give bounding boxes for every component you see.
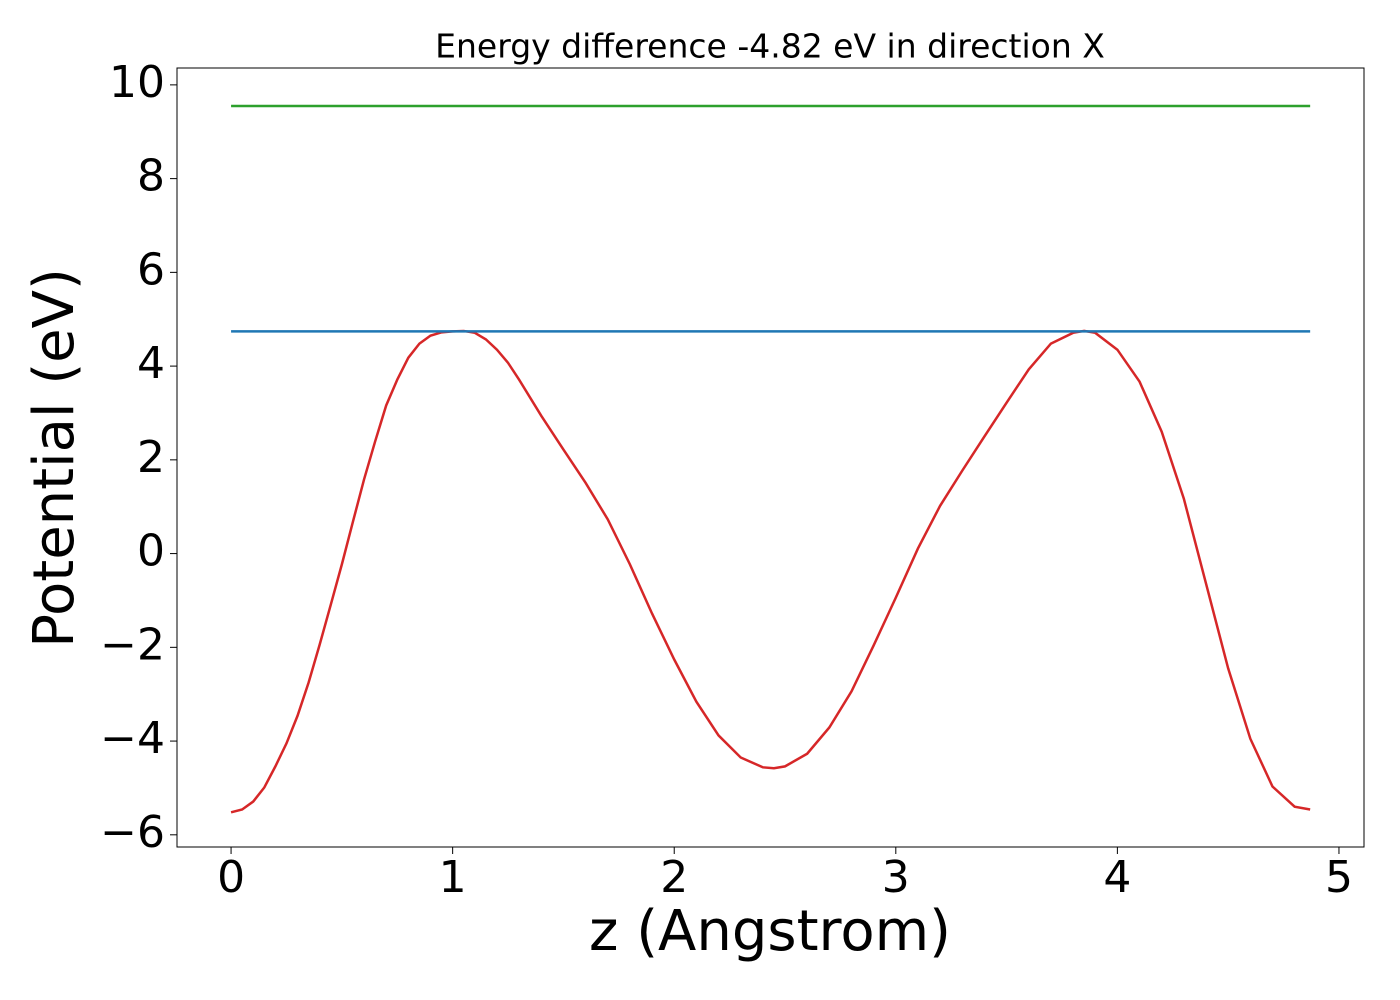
y-tick-label: 8	[137, 151, 165, 202]
y-tick-label: −4	[100, 713, 165, 764]
x-tick-label: 5	[1325, 852, 1353, 903]
y-tick-label: 2	[137, 432, 165, 483]
y-tick-label: 0	[137, 526, 165, 577]
y-tick-label: 10	[109, 57, 165, 108]
x-tick-label: 4	[1103, 852, 1131, 903]
y-tick-label: −6	[100, 807, 165, 858]
y-tick-label: −2	[100, 619, 165, 670]
x-tick-label: 3	[882, 852, 910, 903]
data-line	[230, 329, 1311, 814]
y-tick-label: 4	[137, 338, 165, 389]
y-tick-label: 6	[137, 244, 165, 295]
x-tick-label: 1	[439, 852, 467, 903]
x-tick-label: 0	[217, 852, 245, 903]
y-axis-label: Potential (eV)	[22, 268, 87, 648]
x-axis-label: z (Angstrom)	[589, 899, 951, 964]
chart-title: Energy difference -4.82 eV in direction …	[435, 27, 1105, 66]
plot-frame	[176, 67, 1365, 848]
x-tick-label: 2	[660, 852, 688, 903]
